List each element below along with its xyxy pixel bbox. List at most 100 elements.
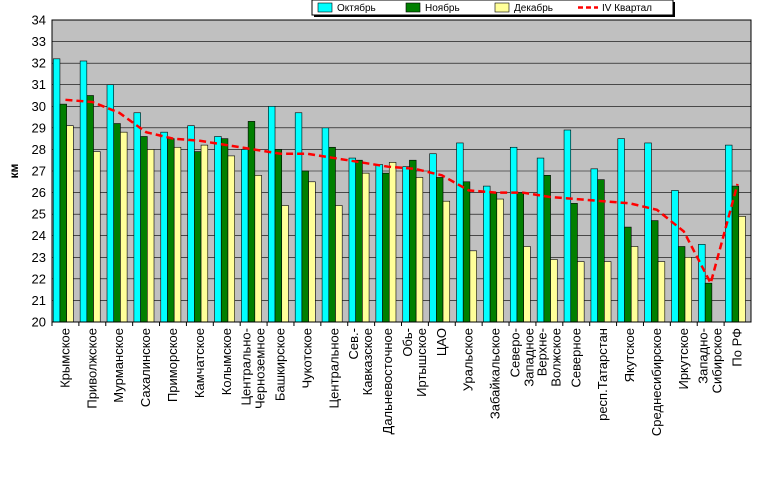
x-tick-label: Северо- (507, 328, 522, 377)
bar-1-13 (375, 164, 383, 323)
bar-1-7 (214, 136, 222, 323)
x-tick-label: Дальневосточное (380, 328, 395, 434)
bar-3-18 (523, 246, 531, 323)
axis-layer: 20 21 22 23 24 25 26 27 28 29 30 31 32 33 34 Крымское Пр… (32, 13, 752, 436)
bar-3-23 (657, 261, 666, 323)
x-tick-label: Обь- (400, 328, 415, 357)
bar-2-4 (140, 136, 148, 323)
bar-2-13 (382, 172, 390, 323)
bar-1-18 (509, 146, 518, 323)
x-tick-label: Уральское (461, 328, 476, 391)
bar-1-23 (644, 142, 652, 323)
bar-2-26 (731, 185, 740, 323)
bar-3-15 (442, 200, 451, 323)
y-tick-label: 27 (32, 164, 46, 179)
bar-1-15 (429, 153, 437, 323)
bar-1-21 (590, 168, 598, 323)
bar-1-22 (617, 138, 625, 323)
bar-2-22 (624, 226, 632, 323)
bar-3-26 (738, 216, 746, 323)
bar-3-11 (335, 205, 343, 323)
bar-1-25 (698, 244, 706, 323)
x-tick-label: Колымское (219, 328, 234, 395)
bar-2-1 (59, 103, 67, 323)
bar-2-3 (113, 123, 121, 323)
bar-3-3 (120, 131, 128, 323)
x-tick-label: Сибирское (710, 328, 725, 393)
bar-1-26 (725, 144, 733, 323)
legend-swatch-3 (494, 2, 510, 13)
bar-1-16 (456, 142, 464, 323)
bar-1-8 (241, 149, 249, 323)
bar-1-3 (106, 84, 115, 323)
bar-3-24 (684, 256, 692, 323)
x-tick-label: Верхне- (534, 328, 549, 376)
bar-3-8 (254, 175, 262, 323)
bar-2-15 (436, 177, 444, 323)
legend-label-3: Декабрь (514, 2, 553, 14)
x-tick-label: Якутское (622, 328, 637, 382)
x-tick-label: Сев.- (346, 328, 361, 359)
bar-3-5 (173, 146, 182, 323)
bar-3-17 (496, 198, 504, 323)
x-tick-label: Крымское (57, 328, 72, 388)
bar-1-14 (402, 166, 410, 323)
bar-2-16 (462, 181, 471, 323)
y-tick-label: 31 (32, 77, 46, 92)
x-tick-label: Кавказское (360, 328, 375, 395)
bar-1-10 (294, 112, 303, 323)
bar-3-7 (227, 155, 235, 323)
x-tick-label: Чукотское (299, 328, 314, 389)
y-axis-title: км (7, 163, 21, 178)
bar-1-6 (187, 125, 195, 323)
x-tick-label: ЦАО (434, 328, 449, 356)
x-tick-label: Камчатское (192, 328, 207, 398)
bar-3-12 (362, 172, 370, 323)
y-tick-label: 21 (32, 293, 46, 308)
bar-3-21 (604, 261, 612, 323)
bar-3-19 (550, 259, 558, 323)
bar-1-17 (483, 185, 491, 323)
x-tick-label: Среднесибирское (649, 328, 664, 436)
bar-1-9 (268, 105, 276, 323)
x-tick-label: Сахалинское (138, 328, 153, 407)
bar-2-20 (570, 203, 578, 323)
bar-2-14 (409, 159, 417, 323)
legend-label-4: IV Квартал (602, 3, 652, 14)
y-tick-label: 25 (32, 207, 46, 222)
line-layer (65, 98, 739, 287)
bar-3-2 (93, 151, 101, 323)
x-tick-label: Черноземное (253, 328, 268, 409)
x-tick-label: Башкирское (273, 328, 288, 401)
x-tick-label: Мурманское (111, 328, 126, 403)
bar-2-8 (247, 121, 256, 323)
y-tick-label: 22 (32, 271, 46, 286)
y-tick-label: 29 (32, 120, 46, 135)
bar-3-6 (200, 144, 209, 323)
bar-3-1 (66, 125, 74, 323)
legend-swatch-2 (405, 2, 421, 13)
bar-1-5 (160, 131, 168, 323)
bar-3-10 (308, 181, 316, 323)
bar-2-17 (489, 192, 498, 323)
bar-3-9 (281, 205, 289, 323)
y-tick-label: 30 (32, 99, 46, 114)
bar-2-11 (328, 146, 336, 323)
bar-3-13 (388, 162, 397, 323)
x-tick-label: Приморское (165, 328, 180, 402)
x-tick-label: Приволжское (84, 328, 99, 409)
bar-3-4 (147, 149, 155, 323)
bar-2-24 (677, 246, 686, 323)
bar-2-6 (194, 151, 202, 323)
bar-1-12 (348, 157, 356, 323)
x-tick-label: Иркутское (676, 328, 691, 390)
y-tick-label: 20 (32, 315, 46, 330)
y-tick-label: 24 (32, 228, 46, 243)
bar-3-16 (469, 250, 477, 323)
bar-2-7 (220, 138, 229, 323)
legend-swatch-1 (317, 2, 333, 13)
bar-3-14 (415, 177, 424, 323)
y-tick-label: 33 (32, 34, 46, 49)
x-tick-label: Волжское (548, 328, 563, 387)
